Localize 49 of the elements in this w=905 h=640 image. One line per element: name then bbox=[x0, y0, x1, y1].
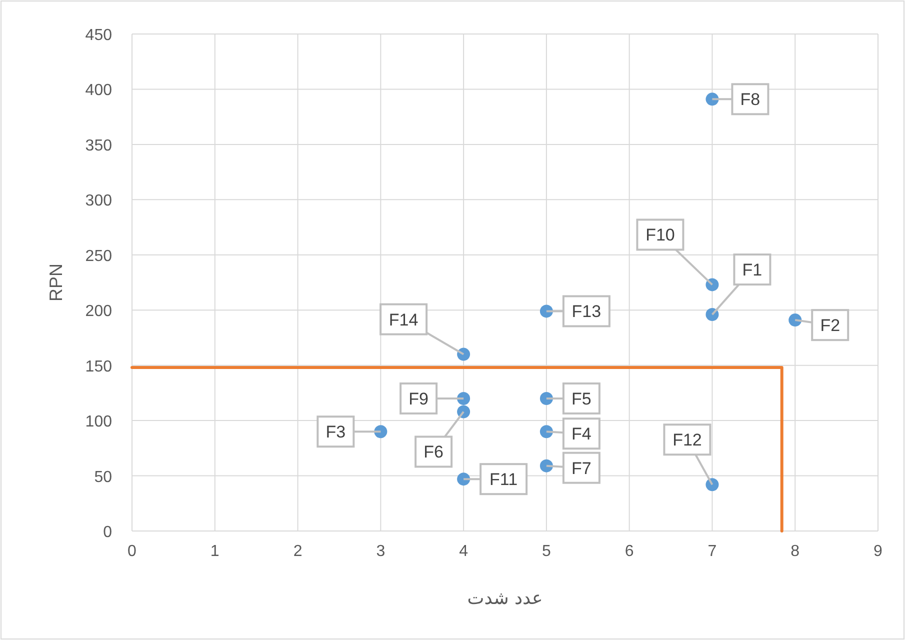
x-tick-label: 7 bbox=[708, 543, 717, 560]
point bbox=[540, 304, 553, 318]
point bbox=[706, 278, 719, 292]
point bbox=[457, 472, 470, 486]
annotation: F5 bbox=[572, 389, 592, 408]
x-tick-label: 9 bbox=[874, 543, 883, 560]
annotation: F3 bbox=[326, 422, 346, 442]
annotation: F14 bbox=[388, 310, 418, 330]
annotation: F13 bbox=[572, 302, 602, 322]
point bbox=[374, 425, 388, 438]
y-tick-label: 50 bbox=[94, 468, 112, 486]
annotation: F8 bbox=[740, 90, 760, 110]
point bbox=[540, 459, 553, 472]
y-tick-label: 400 bbox=[85, 82, 112, 100]
point bbox=[540, 425, 553, 438]
y-tick-label: 100 bbox=[85, 414, 112, 431]
annotation: F9 bbox=[408, 389, 428, 408]
annotation: F11 bbox=[490, 470, 518, 490]
y-tick-label: 150 bbox=[85, 358, 112, 376]
y-tick-label: 200 bbox=[85, 303, 112, 320]
annotation: F1 bbox=[742, 260, 762, 280]
y-tick-label: 0 bbox=[103, 524, 112, 541]
x-tick-label: 8 bbox=[790, 543, 800, 560]
point bbox=[457, 348, 470, 361]
y-tick-label: 300 bbox=[85, 192, 112, 210]
point bbox=[706, 92, 719, 106]
y-tick-label: 450 bbox=[85, 27, 112, 44]
annotation: F10 bbox=[646, 226, 675, 245]
x-tick-label: 4 bbox=[459, 543, 468, 560]
annotation: F7 bbox=[572, 458, 592, 478]
x-tick-label: 5 bbox=[542, 543, 551, 560]
y-tick-label: 350 bbox=[85, 137, 112, 154]
y-axis-title: RPN bbox=[46, 263, 66, 302]
annotation: F4 bbox=[572, 424, 592, 444]
point bbox=[457, 405, 470, 418]
x-axis-title: عدد شدت bbox=[467, 588, 543, 609]
x-tick-label: 1 bbox=[210, 543, 220, 560]
point bbox=[788, 314, 802, 327]
point bbox=[706, 308, 719, 322]
y-tick-label: 250 bbox=[85, 248, 112, 265]
point bbox=[540, 392, 553, 405]
x-tick-label: 3 bbox=[376, 543, 386, 560]
x-tick-label: 2 bbox=[293, 543, 302, 560]
point bbox=[457, 392, 470, 405]
annotation: F2 bbox=[820, 316, 840, 336]
x-tick-label: 6 bbox=[624, 543, 634, 560]
x-tick-label: 0 bbox=[128, 543, 137, 560]
annotation: F12 bbox=[672, 430, 702, 450]
annotation: F6 bbox=[424, 442, 444, 462]
